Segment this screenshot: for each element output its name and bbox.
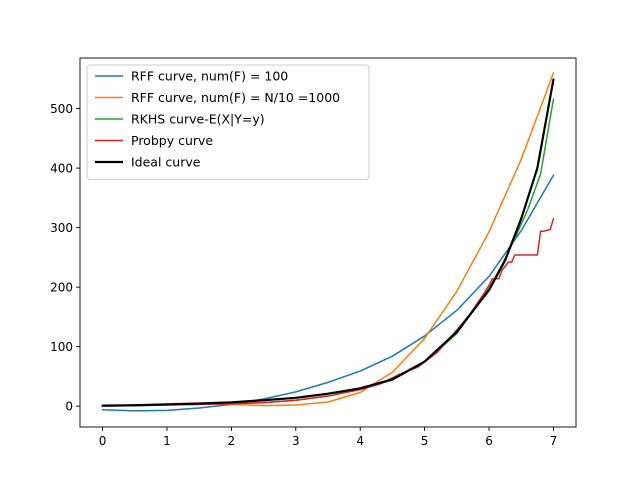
series-lines bbox=[101, 72, 555, 412]
x-tick-label: 7 bbox=[550, 434, 558, 448]
legend-label-1: RFF curve, num(F) = 100 bbox=[131, 69, 288, 84]
series-line-1 bbox=[101, 174, 555, 412]
plot-area bbox=[101, 72, 555, 412]
y-tick-label: 0 bbox=[65, 399, 73, 413]
y-tick-label: 400 bbox=[50, 161, 73, 175]
legend-box bbox=[86, 64, 370, 180]
y-tick-label: 100 bbox=[50, 340, 73, 354]
legend-label-5: Ideal curve bbox=[131, 155, 201, 170]
legend-label-3: RKHS curve-E(X|Y=y) bbox=[131, 112, 265, 127]
axes: 0 1 2 3 4 5 6 7 0 100 200 300 400 500 bbox=[50, 57, 577, 448]
legend-label-4: Probpy curve bbox=[131, 133, 213, 148]
x-tick-label: 1 bbox=[163, 434, 171, 448]
series-line-4 bbox=[101, 217, 555, 407]
series-line-5 bbox=[101, 78, 555, 407]
y-tick-label: 300 bbox=[50, 221, 73, 235]
x-tick-label: 2 bbox=[228, 434, 236, 448]
x-tick-label: 4 bbox=[356, 434, 364, 448]
x-tick-label: 0 bbox=[99, 434, 107, 448]
y-tick-label: 500 bbox=[50, 102, 73, 116]
y-tick-label: 200 bbox=[50, 280, 73, 294]
x-tick-label: 5 bbox=[421, 434, 429, 448]
legend-label-2: RFF curve, num(F) = N/10 =1000 bbox=[131, 90, 340, 105]
legend: RFF curve, num(F) = 100 RFF curve, num(F)… bbox=[86, 64, 370, 180]
x-tick-label: 3 bbox=[292, 434, 300, 448]
x-tick-label: 6 bbox=[485, 434, 493, 448]
axes-frame bbox=[79, 57, 577, 428]
